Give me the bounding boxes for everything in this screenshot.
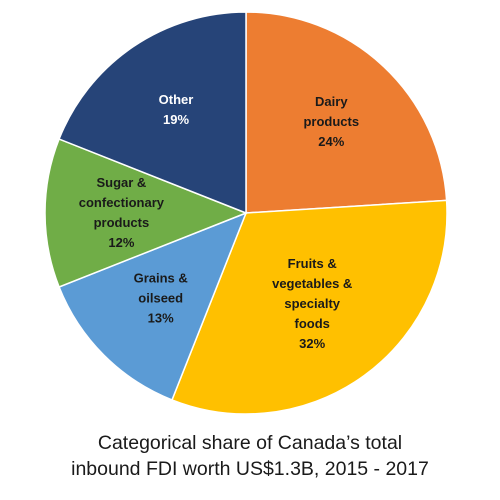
slice-label-line: specialty [284, 296, 340, 311]
slice-label: Other 19% [159, 92, 194, 127]
slice-percent: 24% [318, 134, 344, 149]
slice-label: Dairy products 24% [303, 94, 359, 149]
slice-label-line: confectionary [79, 195, 165, 210]
slice-percent: 12% [108, 235, 134, 250]
pie-slices [44, 11, 448, 415]
pie-slice [58, 211, 248, 401]
slice-label-line: Dairy [315, 94, 348, 109]
slice-label: Fruits & vegetables & specialty foods 32% [272, 256, 352, 351]
slice-label-line: foods [295, 316, 330, 331]
slice-label-line: Fruits & [288, 256, 337, 271]
slice-label-line: oilseed [138, 290, 183, 305]
slice-percent: 19% [163, 112, 189, 127]
slice-percent: 32% [299, 336, 325, 351]
slice-label-line: Grains & [134, 270, 188, 285]
pie-slice [171, 199, 448, 415]
slice-label-line: Sugar & [96, 175, 146, 190]
chart-title-line-2: inbound FDI worth US$1.3B, 2015 - 2017 [71, 458, 429, 480]
slice-percent: 13% [148, 310, 174, 325]
slice-label-line: Other [159, 92, 194, 107]
slice-label: Sugar & confectionary products 12% [79, 175, 165, 250]
slice-label: Grains & oilseed 13% [134, 270, 188, 325]
pie-slice [245, 11, 448, 214]
slice-labels: Dairy products 24% Fruits & vegetables & spec… [79, 92, 359, 351]
pie-slice [58, 11, 247, 215]
pie-slice [44, 138, 249, 288]
slice-label-line: vegetables & [272, 276, 352, 291]
pie-chart: Dairy products 24% Fruits & vegetables & spec… [44, 11, 448, 415]
slice-label-line: products [303, 114, 359, 129]
slice-label-line: products [94, 215, 150, 230]
chart-title-line-1: Categorical share of Canada’s total [97, 432, 403, 454]
